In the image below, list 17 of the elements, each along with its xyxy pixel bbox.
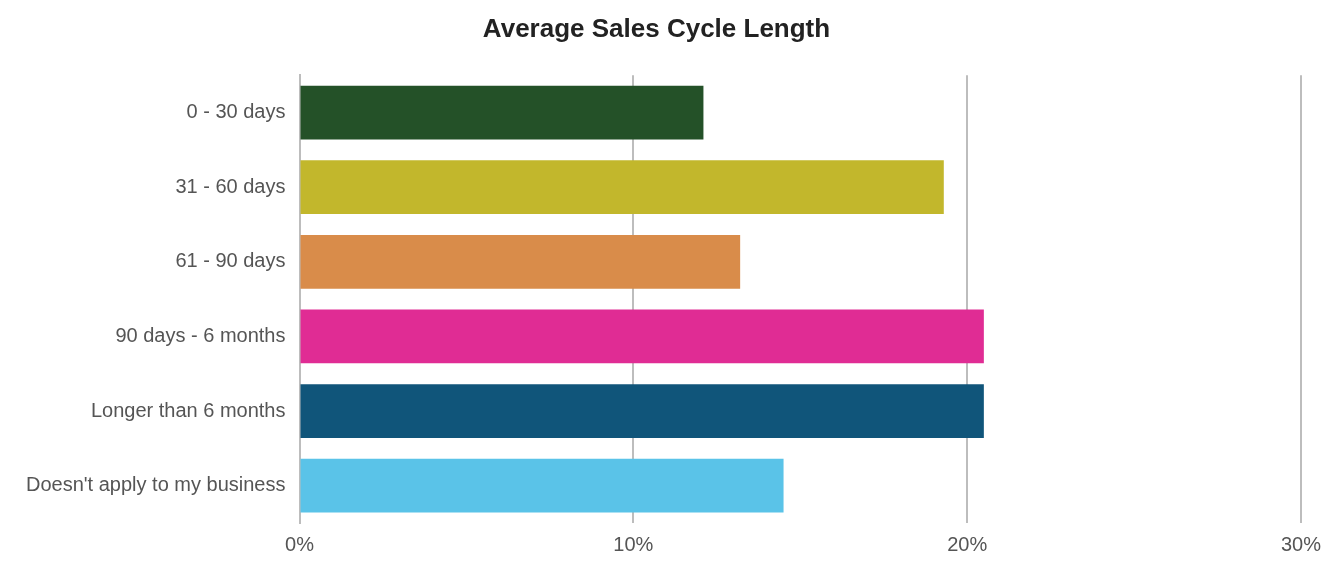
- y-tick-label: 90 days - 6 months: [115, 323, 286, 346]
- chart-title: Average Sales Cycle Length: [482, 12, 831, 43]
- y-tick-label: 0 - 30 days: [186, 100, 286, 123]
- bar: [300, 85, 704, 140]
- bar: [300, 384, 984, 438]
- y-tick-label: 61 - 90 days: [175, 249, 286, 272]
- bar: [300, 309, 984, 364]
- x-tick-label: 0%: [285, 532, 315, 555]
- y-tick-label: Longer than 6 months: [90, 398, 286, 421]
- bar: [300, 234, 741, 289]
- bar: [300, 458, 784, 513]
- y-tick-label: 31 - 60 days: [175, 174, 286, 197]
- y-tick-label: Doesn't apply to my business: [25, 473, 286, 496]
- bar: [300, 160, 944, 215]
- x-tick-label: 10%: [613, 532, 654, 555]
- x-tick-label: 20%: [947, 532, 988, 555]
- x-tick-label: 30%: [1280, 532, 1322, 555]
